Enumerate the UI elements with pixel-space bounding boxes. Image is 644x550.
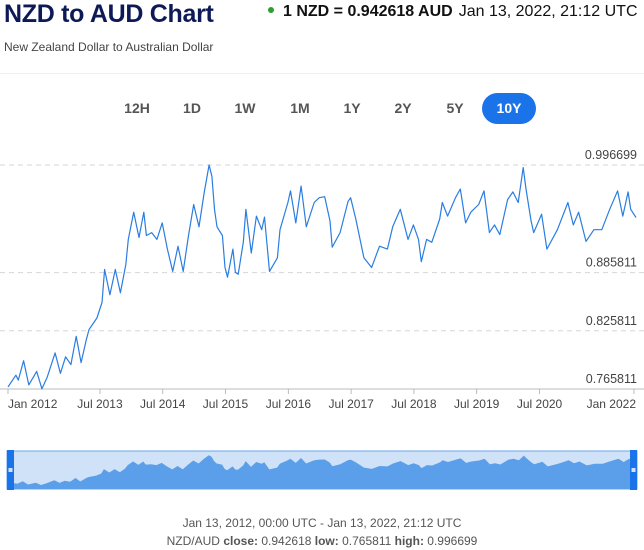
rate-timestamp: Jan 13, 2022, 21:12 UTC: [458, 3, 638, 20]
navigator-series-area: [7, 455, 637, 489]
pair-label: NZD/AUD: [166, 534, 220, 548]
close-label: close:: [223, 534, 259, 548]
page-subtitle: New Zealand Dollar to Australian Dollar: [4, 40, 214, 54]
current-rate: 1 NZD = 0.942618 AUD Jan 13, 2022, 21:12 …: [268, 3, 638, 21]
low-value: 0.765811: [342, 534, 392, 548]
x-tick-label: Jul 2014: [140, 397, 186, 411]
x-tick-label: Jan 2012: [8, 397, 58, 411]
range-button-5y[interactable]: 5Y: [446, 100, 464, 116]
range-button-1w[interactable]: 1W: [234, 100, 256, 116]
range-button-12h[interactable]: 12H: [124, 100, 150, 116]
summary-stats: NZD/AUD close: 0.942618 low: 0.765811 hi…: [0, 534, 644, 548]
x-tick-label: Jul 2019: [454, 397, 500, 411]
range-button-1d[interactable]: 1D: [183, 100, 201, 116]
range-button-10y[interactable]: 10Y: [482, 93, 536, 124]
live-status-dot-icon: [268, 6, 274, 13]
range-navigator[interactable]: [6, 450, 638, 490]
range-button-1m[interactable]: 1M: [290, 100, 310, 116]
y-tick-label: 0.825811: [586, 314, 637, 328]
y-axis-labels: 0.996699 0.885811 0.825811 0.765811: [585, 148, 637, 386]
y-tick-label: 0.996699: [585, 148, 637, 162]
x-tick-label: Jul 2016: [266, 397, 312, 411]
range-button-1y[interactable]: 1Y: [343, 100, 361, 116]
x-tick-label: Jul 2013: [77, 397, 123, 411]
x-tick-label: Jan 2022: [587, 397, 637, 411]
range-button-2y[interactable]: 2Y: [394, 100, 412, 116]
grip-icon: [8, 468, 13, 472]
high-label: high:: [394, 534, 424, 548]
time-range-selector: 12H 1D 1W 1M 1Y 2Y 5Y 10Y: [0, 93, 644, 124]
x-tick-label: Jul 2020: [517, 397, 563, 411]
x-axis: Jan 2012 Jul 2013 Jul 2014 Jul 2015 Jul 2016…: [0, 388, 644, 411]
close-value: 0.942618: [261, 534, 312, 548]
x-tick-label: Jul 2018: [391, 397, 437, 411]
date-range-text: Jan 13, 2012, 00:00 UTC - Jan 13, 2022, …: [182, 516, 462, 530]
exchange-rate-chart[interactable]: 0.996699 0.885811 0.825811 0.765811 Jan 201…: [0, 0, 644, 500]
page-title: NZD to AUD Chart: [4, 0, 214, 28]
x-tick-label: Jul 2017: [328, 397, 374, 411]
high-value: 0.996699: [427, 534, 478, 548]
low-label: low:: [314, 534, 339, 548]
grip-icon: [631, 468, 636, 472]
x-tick-label: Jul 2015: [203, 397, 249, 411]
rate-value: 1 NZD = 0.942618 AUD: [283, 3, 453, 20]
y-tick-label: 0.765811: [586, 372, 637, 386]
series-line: [7, 164, 637, 390]
divider: [0, 73, 644, 74]
y-tick-label: 0.885811: [586, 256, 637, 270]
